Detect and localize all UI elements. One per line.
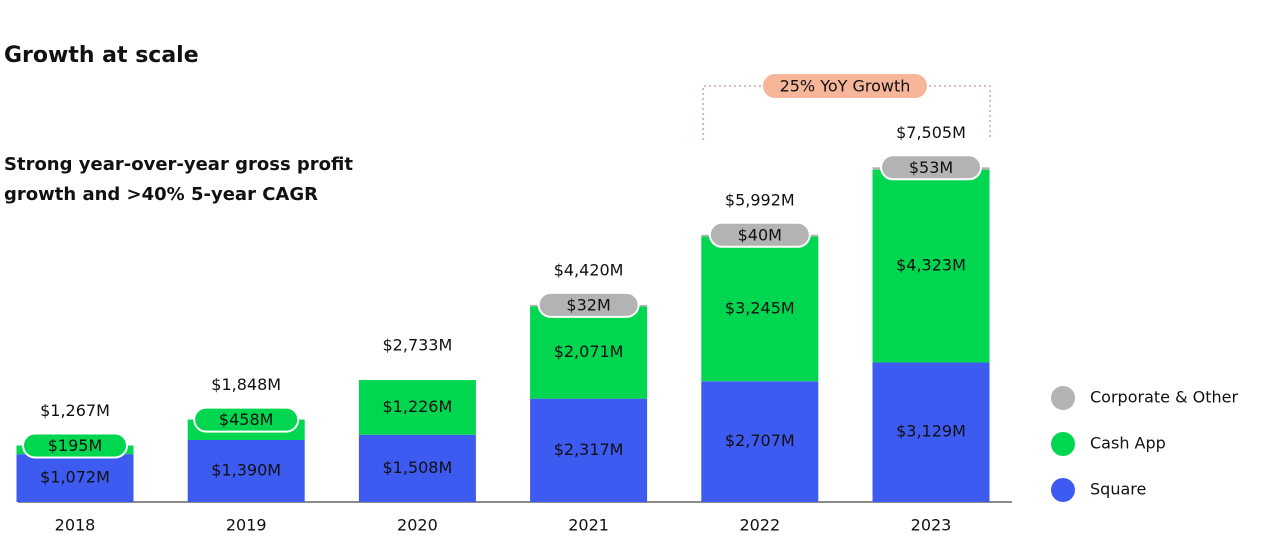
annotation-pill (761, 72, 929, 100)
x-tick-label: 2023 (911, 516, 952, 535)
label-pill (537, 291, 640, 318)
label-pill (193, 406, 300, 433)
total-label: $4,420M (554, 260, 624, 279)
value-label: $32M (566, 295, 610, 314)
value-label: $1,072M (40, 468, 110, 487)
chart-title: Growth at scale (4, 43, 199, 68)
total-label: $1,848M (211, 375, 281, 394)
value-label: $1,390M (211, 461, 281, 480)
value-label: $53M (909, 158, 953, 177)
value-label: $40M (738, 225, 782, 244)
total-label: $2,733M (383, 336, 453, 355)
legend-marker (1051, 432, 1075, 456)
value-label: $458M (219, 410, 274, 429)
label-pill (22, 432, 128, 459)
value-label: $195M (48, 436, 103, 455)
bar-segment (872, 362, 990, 502)
bar-segment (701, 381, 819, 502)
value-label: $2,071M (554, 342, 624, 361)
total-label: $5,992M (725, 190, 795, 209)
bar-segment (701, 236, 819, 382)
value-label: $1,226M (383, 397, 453, 416)
value-label: $2,707M (725, 431, 795, 450)
x-tick-label: 2020 (397, 516, 438, 535)
total-label: $1,267M (40, 401, 110, 420)
value-label: $1,508M (383, 458, 453, 477)
label-pill (880, 154, 982, 181)
bar-segment (530, 398, 648, 502)
value-label: $2,317M (554, 440, 624, 459)
legend-label: Square (1090, 480, 1146, 499)
annotation: 25% YoY Growth (780, 77, 911, 96)
legend-marker (1051, 386, 1075, 410)
legend-label: Corporate & Other (1090, 388, 1238, 407)
legend-label: Cash App (1090, 434, 1166, 453)
chart-subtitle: Strong year-over-year gross profit growt… (4, 154, 353, 205)
x-tick-label: 2019 (226, 516, 267, 535)
bar-segment (358, 434, 476, 502)
x-tick-label: 2021 (568, 516, 609, 535)
label-pill (708, 221, 811, 248)
total-label: $7,505M (896, 123, 966, 142)
value-label: $3,245M (725, 298, 795, 317)
bar-segment (530, 306, 648, 399)
x-tick-label: 2018 (55, 516, 96, 535)
value-label: $3,129M (896, 422, 966, 441)
bar-segment (872, 169, 990, 363)
x-tick-label: 2022 (739, 516, 780, 535)
bar-segment (16, 454, 134, 502)
legend-marker (1051, 478, 1075, 502)
bar-segment (358, 380, 476, 435)
bar-segment (187, 440, 305, 502)
annotation-bracket (702, 85, 991, 140)
value-label: $4,323M (896, 256, 966, 275)
